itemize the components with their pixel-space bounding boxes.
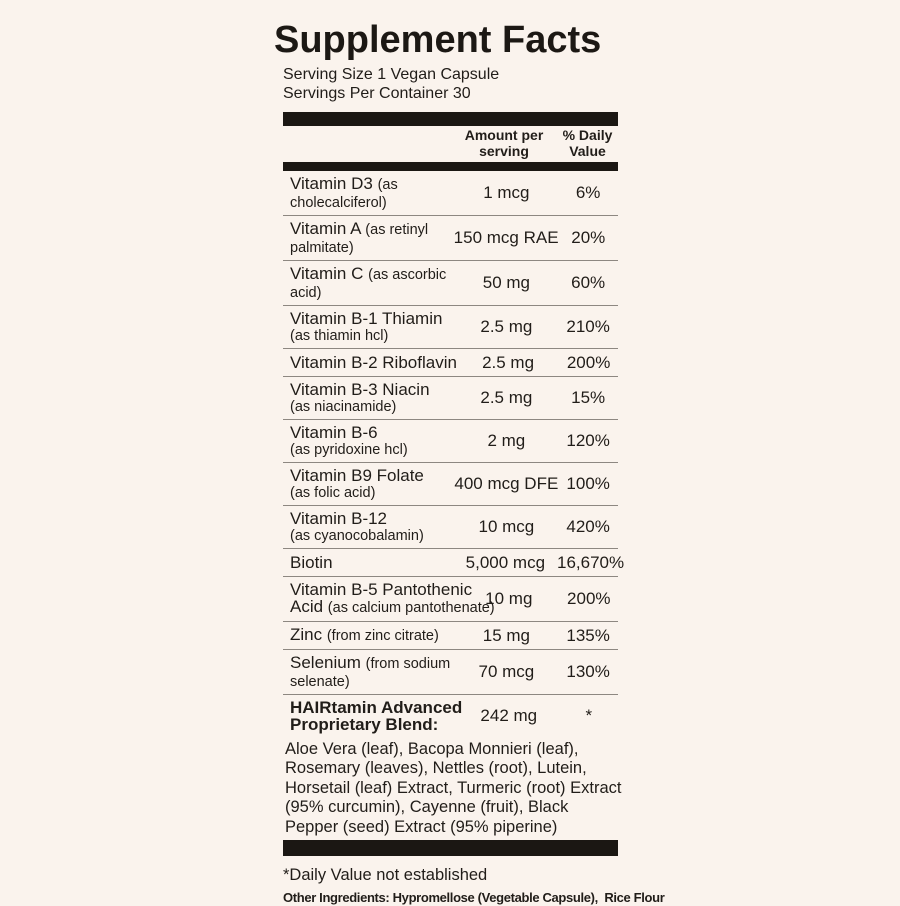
daily-value: 200%	[566, 352, 611, 372]
daily-value: 16,670%	[557, 552, 625, 572]
amount-value: 400 mcg DFE	[454, 474, 559, 493]
daily-value: 120%	[566, 431, 610, 450]
amount-value: 70 mcg	[478, 662, 535, 681]
amount-value: 2 mg	[487, 431, 526, 450]
amount-value: 50 mg	[482, 273, 530, 292]
table-row: Vitamin B-2 Riboflavin 2.5 mg 200%	[283, 349, 618, 377]
table-row: Vitamin B-6 (as pyridoxine hcl) 2 mg 120%	[283, 420, 618, 463]
nutrient-name: Vitamin A (as retinyl palmitate)	[290, 218, 429, 256]
table-header: Amount per serving % Daily Value	[283, 126, 618, 162]
amount-value: 2.5 mg	[480, 388, 533, 407]
amount-column-header: Amount per serving	[464, 127, 544, 159]
amount-value: 5,000 mcg	[465, 552, 546, 572]
daily-value-column-header: % Daily Value	[562, 127, 613, 159]
amount-value: 1 mcg	[483, 183, 530, 202]
blend-description-line: (95% curcumin), Cayenne (fruit), Black	[285, 798, 569, 817]
amount-value: 10 mg	[485, 589, 533, 608]
table-row: Vitamin D3 (as cholecalciferol) 1 mcg 6%	[283, 171, 618, 216]
nutrient-name: HAIRtamin Advanced Proprietary Blend:	[290, 697, 463, 734]
other-ingredients-text: : Hypromellose (Vegetable Capsule), Rice…	[385, 890, 665, 906]
table-row: Vitamin C (as ascorbic acid) 50 mg 60%	[283, 261, 618, 306]
nutrient-name: Vitamin B-12 (as cyanocobalamin)	[290, 508, 424, 544]
daily-value-footnote: *Daily Value not established	[283, 866, 488, 885]
nutrient-name: Zinc (from zinc citrate)	[290, 624, 439, 644]
table-row: Vitamin B9 Folate (as folic acid) 400 mcg …	[283, 463, 618, 506]
daily-value: 20%	[571, 228, 606, 247]
table-row: Zinc (from zinc citrate) 15 mg 135%	[283, 622, 618, 650]
amount-value: 2.5 mg	[480, 317, 533, 336]
blend-description-line: Aloe Vera (leaf), Bacopa Monnieri (leaf)…	[285, 740, 579, 758]
divider-bar-top	[283, 112, 618, 126]
divider-bar-bottom	[283, 840, 618, 857]
servings-per-container: Servings Per Container 30	[283, 85, 471, 102]
nutrient-name: Selenium (from sodium selenate)	[290, 652, 451, 690]
table-row: Biotin 5,000 mcg 16,670%	[283, 549, 625, 577]
table-row: Vitamin B-1 Thiamin (as thiamin hcl) 2.5 m…	[283, 306, 618, 349]
daily-value: 6%	[575, 183, 601, 202]
amount-value: 10 mcg	[478, 517, 535, 536]
nutrient-name: Vitamin B-1 Thiamin (as thiamin hcl)	[290, 308, 443, 344]
daily-value: 420%	[566, 517, 610, 536]
daily-value: *	[585, 706, 593, 725]
daily-value: 200%	[567, 589, 611, 608]
amount-value: 15 mg	[482, 625, 530, 645]
daily-value: 130%	[566, 662, 610, 681]
page-title: Supplement Facts	[274, 19, 602, 61]
blend-description-line: Horsetail (leaf) Extract, Turmeric (root…	[285, 778, 622, 797]
divider-bar-header	[283, 162, 618, 171]
daily-value: 60%	[571, 273, 606, 292]
nutrient-name: Vitamin C (as ascorbic acid)	[290, 263, 447, 301]
table-row: Vitamin B-12 (as cyanocobalamin) 10 mcg 420…	[283, 506, 618, 549]
blend-description: Aloe Vera (leaf), Bacopa Monnieri (leaf)…	[283, 740, 622, 837]
blend-description-line: Rosemary (leaves), Nettles (root), Lutei…	[285, 759, 587, 778]
supplement-facts-panel: Supplement Facts Serving Size 1 Vegan Ca…	[274, 20, 665, 906]
nutrient-name: Vitamin D3 (as cholecalciferol)	[290, 173, 398, 211]
daily-value: 15%	[571, 388, 606, 407]
serving-size: Serving Size 1 Vegan Capsule	[283, 66, 500, 83]
daily-value: 210%	[566, 317, 610, 336]
table-row: Vitamin A (as retinyl palmitate) 150 mcg R…	[283, 216, 618, 261]
other-ingredients: Other Ingredients: Hypromellose (Vegetab…	[283, 890, 665, 906]
facts-rows: Vitamin D3 (as cholecalciferol) 1 mcg 6% Vit…	[283, 171, 625, 737]
amount-value: 242 mg	[480, 706, 538, 725]
table-row: Vitamin B-3 Niacin (as niacinamide) 2.5 mg…	[283, 377, 618, 420]
table-row: Vitamin B-5 Pantothenic Acid (as calcium …	[283, 577, 618, 622]
blend-description-line: Pepper (seed) Extract (95% piperine)	[285, 817, 558, 836]
proprietary-blend-row: HAIRtamin Advanced Proprietary Blend: 242 …	[283, 695, 618, 737]
nutrient-name: Vitamin B9 Folate (as folic acid)	[290, 465, 424, 501]
amount-value: 2.5 mg	[482, 352, 535, 372]
other-ingredients-label: Other Ingredients	[283, 890, 386, 906]
nutrient-name: Biotin	[290, 552, 333, 572]
serving-info: Serving Size 1 Vegan Capsule Servings Pe…	[283, 65, 618, 103]
daily-value: 100%	[566, 474, 610, 493]
amount-value: 150 mcg RAE	[453, 228, 559, 247]
daily-value: 135%	[566, 625, 610, 645]
nutrient-name: Vitamin B-3 Niacin (as niacinamide)	[290, 379, 430, 415]
nutrient-name: Vitamin B-6 (as pyridoxine hcl)	[290, 422, 408, 458]
table-row: Selenium (from sodium selenate) 70 mcg 130%	[283, 650, 618, 695]
nutrient-name: Vitamin B-2 Riboflavin	[290, 352, 457, 372]
nutrient-name: Vitamin B-5 Pantothenic Acid (as calcium …	[290, 579, 495, 616]
